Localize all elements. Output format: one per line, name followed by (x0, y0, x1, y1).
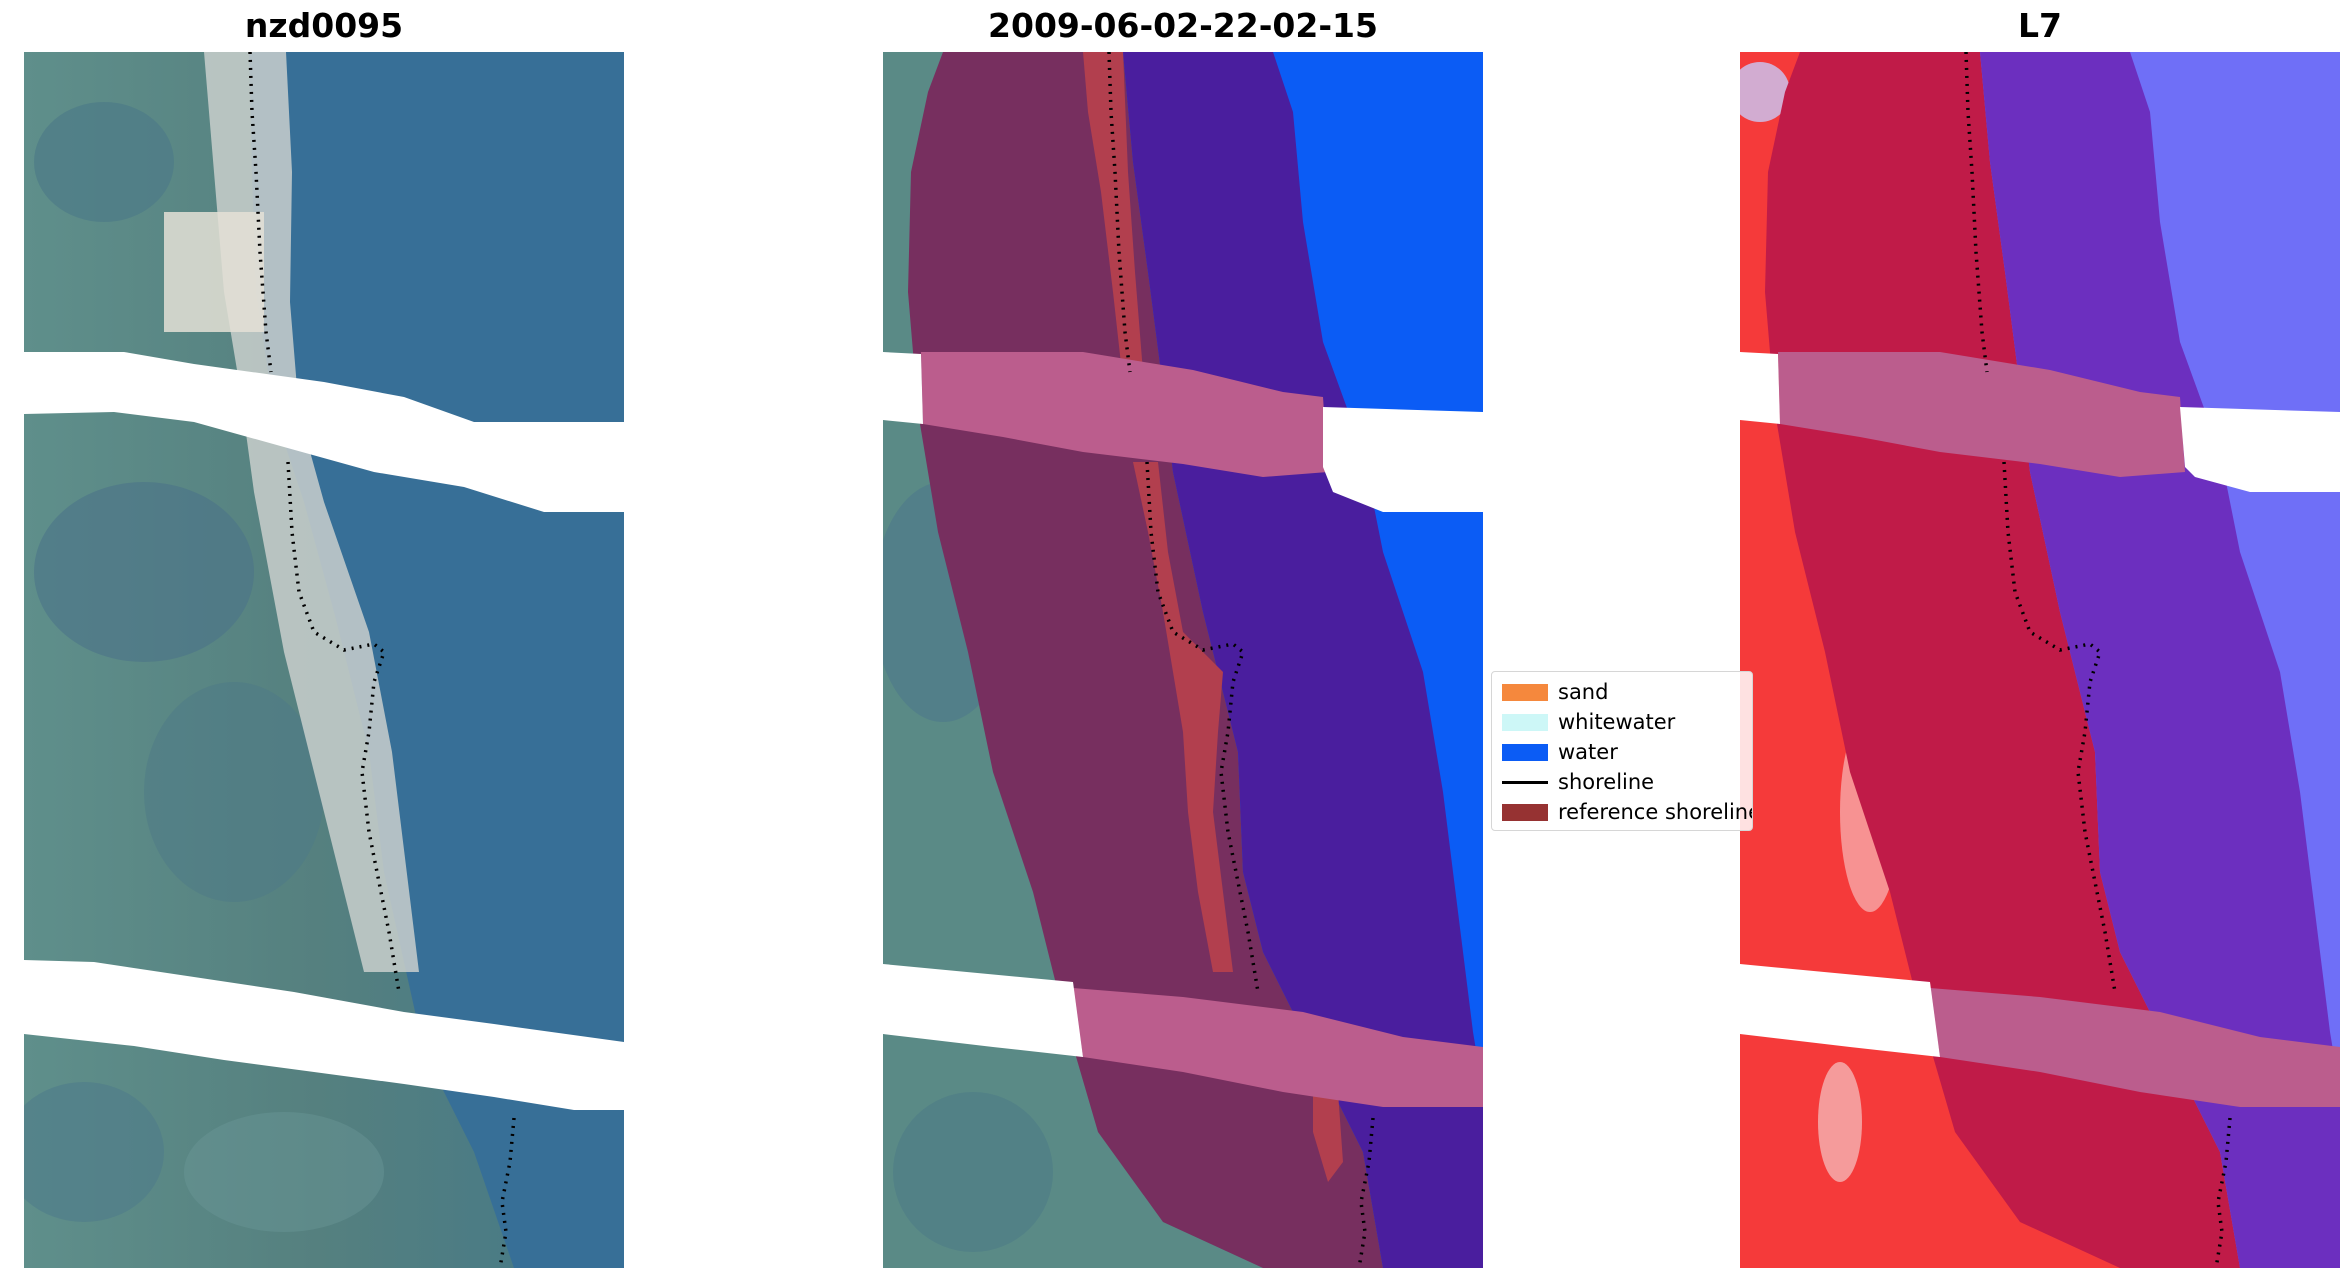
l7-panel (1740, 52, 2340, 1268)
rgb-vegetation-patch (34, 102, 174, 222)
rgb-image (24, 52, 624, 1268)
shoreline-line-sample (1502, 781, 1548, 784)
legend-item-whitewater: whitewater (1492, 706, 1752, 736)
class-reference-band-lower (1073, 988, 1483, 1107)
rgb-image-panel (24, 52, 624, 1268)
panel-title-mndwi: L7 (2018, 6, 2062, 45)
class-nodata-gap (883, 964, 1083, 1057)
legend-label-shoreline: shoreline (1558, 770, 1655, 794)
sand-swatch (1502, 684, 1548, 701)
rgb-nodata-stripe-lower (24, 960, 624, 1110)
l7-nodata-gap (1740, 352, 1780, 424)
rgb-shoreline (286, 461, 401, 993)
rgb-vegetation-patch (144, 682, 324, 902)
l7-shoreline (1964, 52, 1989, 373)
class-buffer-water (1123, 52, 1483, 1268)
class-nodata-gap (1323, 407, 1483, 512)
legend-label-water: water (1558, 740, 1618, 764)
l7-nodata-gap (1740, 964, 1940, 1057)
class-reference-band-upper (921, 352, 1328, 477)
legend-label-reference-shoreline: reference shoreline (1558, 800, 1753, 824)
class-sand-pixels (1133, 462, 1233, 972)
classification-panel (883, 52, 1483, 1268)
l7-bright-patch (1740, 62, 1790, 122)
class-sand-pixels (1313, 1092, 1343, 1182)
l7-bright-patch (1818, 1062, 1862, 1182)
l7-image (1740, 52, 2340, 1268)
class-nodata-gap (883, 352, 923, 424)
whitewater-swatch (1502, 714, 1548, 731)
l7-reference-band-lower (1930, 988, 2340, 1107)
l7-buffer-water (1980, 52, 2340, 1268)
class-sand-pixels (1083, 52, 1143, 382)
panel-title-classification: 2009-06-02-22-02-15 (988, 6, 1378, 45)
legend-item-sand: sand (1492, 676, 1752, 706)
l7-nodata-gap (2180, 407, 2340, 492)
reference-shoreline-swatch (1502, 804, 1548, 821)
legend: sand whitewater water shoreline referenc… (1491, 671, 1753, 831)
rgb-vegetation-patch (34, 482, 254, 662)
legend-label-sand: sand (1558, 680, 1609, 704)
rgb-shoreline (248, 52, 273, 373)
classification-image (883, 52, 1483, 1268)
legend-label-whitewater: whitewater (1558, 710, 1676, 734)
class-shoreline (1145, 461, 1260, 993)
class-shoreline (1107, 52, 1132, 373)
legend-item-reference-shoreline: reference shoreline (1492, 796, 1753, 826)
water-swatch (1502, 744, 1548, 761)
rgb-vegetation-patch (24, 1082, 164, 1222)
rgb-vegetation-patch (184, 1112, 384, 1232)
legend-item-shoreline: shoreline (1492, 766, 1752, 796)
legend-item-water: water (1492, 736, 1752, 766)
class-vegetation-patch (893, 1092, 1053, 1252)
rgb-nodata-stripe-upper (24, 352, 624, 512)
l7-reference-band-upper (1778, 352, 2185, 477)
panel-title-rgb: nzd0095 (244, 6, 404, 45)
rgb-bright-sand-patch (164, 212, 264, 332)
l7-shoreline (2002, 461, 2117, 993)
